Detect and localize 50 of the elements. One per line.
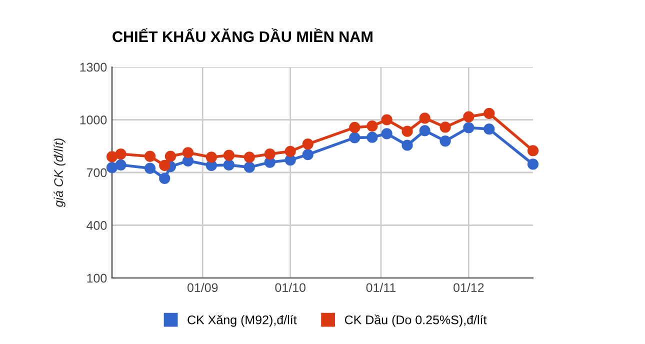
chart-title: CHIẾT KHẤU XĂNG DẦU MIỀN NAM <box>112 28 372 42</box>
point <box>349 122 360 134</box>
point <box>527 145 539 156</box>
point <box>419 112 430 124</box>
point <box>402 126 413 137</box>
point <box>284 146 296 157</box>
legend-label: CK Dầu (Do 0.25%S),đ/lít <box>344 314 487 327</box>
point <box>223 150 234 161</box>
point <box>366 120 378 132</box>
point <box>159 160 170 172</box>
x-tick-label: 01/09 <box>187 282 218 292</box>
point <box>381 114 392 126</box>
y-tick-label: 1000 <box>80 116 107 124</box>
x-tick-label: 01/11 <box>366 282 396 292</box>
y-tick-label: 1300 <box>80 62 107 72</box>
point <box>223 159 234 170</box>
point <box>366 132 378 143</box>
y-tick-label: 700 <box>86 168 107 178</box>
point <box>484 108 495 119</box>
y-tick-label: 100 <box>87 274 107 283</box>
point <box>206 152 217 163</box>
point <box>264 148 276 160</box>
point <box>381 128 392 140</box>
point <box>144 162 156 174</box>
point <box>463 122 474 134</box>
point <box>463 111 474 122</box>
point <box>402 140 413 151</box>
point <box>244 162 255 173</box>
point <box>302 138 314 150</box>
x-tick-label: 01/12 <box>454 282 484 292</box>
x-tick-label: 01/10 <box>275 282 306 292</box>
point <box>182 147 194 158</box>
point <box>115 148 126 160</box>
point <box>302 149 314 160</box>
point <box>440 135 451 147</box>
point <box>115 159 126 170</box>
point <box>419 125 430 136</box>
point <box>144 150 156 162</box>
point <box>106 162 118 174</box>
point <box>484 124 495 135</box>
point <box>349 132 360 144</box>
point <box>159 172 170 184</box>
point <box>164 150 176 162</box>
y-axis-title: giá CK (đ/lít) <box>54 138 66 208</box>
point <box>244 152 255 163</box>
point <box>106 151 118 162</box>
point <box>527 158 539 170</box>
point <box>440 122 451 133</box>
y-tick-label: 400 <box>86 221 107 230</box>
legend-label: CK Xăng (M92),đ/lít <box>188 314 297 327</box>
